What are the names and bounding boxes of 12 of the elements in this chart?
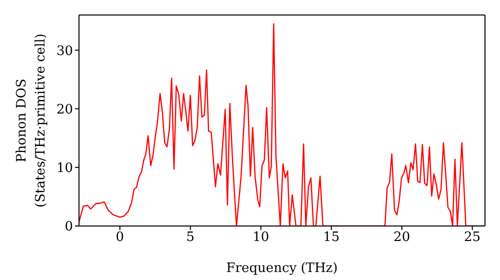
x-tick-label: 25	[464, 230, 481, 246]
x-tick-label: 10	[252, 230, 270, 246]
x-tick-label: 5	[186, 230, 195, 246]
y-axis-title: Phonon DOS (States/THz·primitive cell)	[14, 33, 48, 208]
x-axis-title: Frequency (THz)	[226, 261, 338, 276]
y-tick-label: 30	[56, 44, 73, 59]
y-tick-label: 20	[56, 102, 73, 118]
x-tick-label: 20	[394, 230, 410, 246]
y-tick-label: 0	[64, 220, 73, 235]
x-tick-label: 0	[116, 230, 124, 246]
x-tick-label: 15	[323, 230, 340, 246]
y-tick-label: 10	[56, 161, 73, 176]
